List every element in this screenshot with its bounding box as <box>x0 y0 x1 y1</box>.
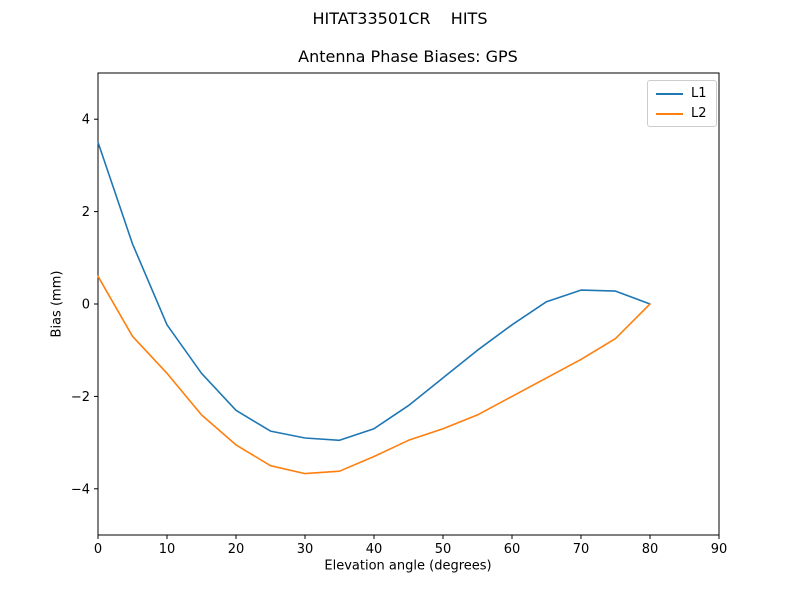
y-tick-label: 2 <box>82 205 90 220</box>
x-tick-label: 0 <box>94 542 102 557</box>
figure-suptitle: HITAT33501CR HITS <box>312 9 488 28</box>
plot-frame <box>97 72 720 536</box>
series-line-l2 <box>97 275 651 475</box>
x-tick-label: 30 <box>297 542 314 557</box>
legend-entry-l1: L1 <box>656 86 707 101</box>
y-tick-label: 4 <box>82 113 90 128</box>
y-tick-label: −4 <box>71 482 90 497</box>
x-tick-label: 20 <box>228 542 245 557</box>
y-tick-label: −2 <box>71 390 90 405</box>
legend-label: L2 <box>691 106 707 121</box>
legend-line-swatch <box>656 92 683 95</box>
chart-title: Antenna Phase Biases: GPS <box>298 47 518 66</box>
x-tick-label: 60 <box>504 542 521 557</box>
y-axis-label: Bias (mm) <box>49 270 65 338</box>
series-line-l1 <box>97 141 651 442</box>
x-tick-label: 40 <box>366 542 383 557</box>
legend: L1 L2 <box>647 80 717 127</box>
x-tick-label: 70 <box>573 542 590 557</box>
x-tick-label: 90 <box>711 542 728 557</box>
x-tick-label: 80 <box>642 542 659 557</box>
legend-line-swatch <box>656 112 683 115</box>
x-tick-label: 50 <box>435 542 452 557</box>
x-axis-label: Elevation angle (degrees) <box>324 558 492 574</box>
y-tick-label: 0 <box>82 298 90 313</box>
legend-entry-l2: L2 <box>656 106 707 121</box>
x-tick-label: 10 <box>159 542 176 557</box>
legend-label: L1 <box>691 86 707 101</box>
